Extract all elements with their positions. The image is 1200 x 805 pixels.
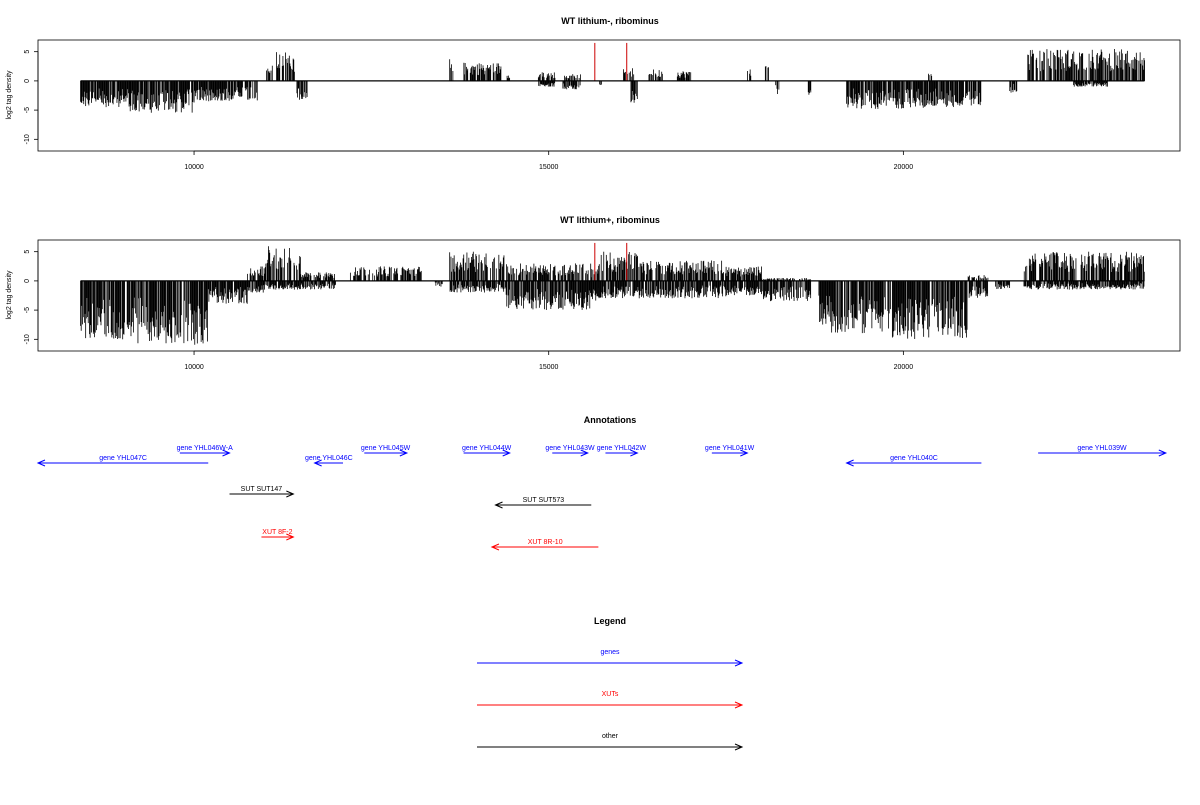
x-tick-label: 20000: [894, 164, 914, 171]
feature-label: gene YHL044W: [462, 445, 512, 452]
feature-label: XUT 8F-2: [262, 529, 292, 536]
feature: gene YHL039W: [1038, 445, 1168, 457]
panel-title: WT lithium+, ribominus: [560, 215, 660, 225]
legend-title: Legend: [594, 616, 626, 626]
legend-label: genes: [600, 649, 620, 656]
y-tick-label: -10: [24, 134, 31, 144]
arrow-head: [36, 459, 46, 467]
feature: gene YHL043W: [545, 445, 595, 457]
arrow-head: [222, 449, 231, 457]
x-tick-label: 15000: [539, 164, 559, 171]
arrow-head: [845, 459, 854, 467]
feature-label: gene YHL046W-A: [177, 445, 233, 452]
feature-label: gene YHL046C: [305, 455, 353, 462]
arrow-head: [580, 449, 589, 457]
arrow-head: [1158, 449, 1168, 457]
track-panel-lithium-minus: WT lithium-, ribominus log2 tag density …: [6, 16, 1181, 171]
arrow-head: [630, 449, 639, 457]
panel-title: WT lithium-, ribominus: [561, 16, 659, 26]
y-tick-label: 0: [24, 79, 31, 83]
legend-label: XUTs: [602, 691, 619, 698]
y-tick-label: 0: [24, 279, 31, 283]
arrow-head: [740, 449, 749, 457]
y-tick-label: -5: [24, 107, 31, 113]
feature-label: gene YHL040C: [890, 455, 938, 462]
arrow-head: [490, 543, 500, 551]
feature-label: gene YHL042W: [597, 445, 647, 452]
feature: XUT 8F-2: [261, 529, 295, 541]
x-axis: 10000 15000 20000: [184, 350, 914, 371]
arrow-head: [734, 701, 744, 709]
y-tick-label: 5: [24, 50, 31, 54]
feature: gene YHL041W: [705, 445, 755, 457]
feature: gene YHL040C: [845, 455, 982, 467]
plot-frame: [37, 239, 1181, 352]
arrow-head: [734, 743, 744, 751]
feature-label: SUT SUT573: [523, 497, 565, 504]
signal-bars: [80, 246, 1145, 345]
legend-entries: genes XUTs other: [477, 649, 744, 751]
feature-list: gene YHL047C gene YHL046W-A gene YHL046C ge…: [36, 445, 1168, 551]
feature: gene YHL046W-A: [177, 445, 233, 457]
feature: gene YHL042W: [597, 445, 647, 457]
x-axis: 10000 15000 20000: [184, 150, 914, 171]
y-tick-label: -5: [24, 307, 31, 313]
feature: SUT SUT147: [229, 486, 295, 498]
legend-entry: other: [477, 733, 744, 751]
arrow-head: [399, 449, 409, 457]
feature-label: gene YHL039W: [1077, 445, 1127, 452]
y-tick-label: -10: [24, 334, 31, 344]
track-panel-lithium-plus: WT lithium+, ribominus log2 tag density …: [6, 215, 1181, 371]
legend: Legend genes XUTs other: [477, 616, 744, 751]
feature-label: gene YHL041W: [705, 445, 755, 452]
arrow-head: [286, 490, 295, 498]
feature: gene YHL047C: [36, 455, 209, 467]
annotations-title: Annotations: [584, 415, 637, 425]
highlight-bars: [594, 42, 628, 81]
feature-label: gene YHL043W: [545, 445, 595, 452]
y-axis-label: log2 tag density: [6, 270, 13, 320]
feature-label: gene YHL047C: [99, 455, 147, 462]
arrow-head: [734, 659, 744, 667]
x-tick-label: 20000: [894, 364, 914, 371]
legend-label: other: [602, 733, 619, 740]
y-tick-label: 5: [24, 250, 31, 254]
arrow-head: [502, 449, 511, 457]
feature: gene YHL045W: [361, 445, 411, 457]
feature-label: gene YHL045W: [361, 445, 411, 452]
feature: gene YHL044W: [462, 445, 512, 457]
y-axis: 5 0 -5 -10: [24, 250, 39, 344]
feature: SUT SUT573: [494, 497, 592, 509]
feature: XUT 8R-10: [490, 539, 599, 551]
arrow-head: [286, 533, 295, 541]
plot-frame: [37, 39, 1181, 152]
feature-label: XUT 8R-10: [528, 539, 563, 546]
y-axis: 5 0 -5 -10: [24, 50, 39, 144]
x-tick-label: 10000: [184, 364, 204, 371]
legend-entry: XUTs: [477, 691, 744, 709]
highlight-bars: [594, 242, 628, 281]
feature: gene YHL046C: [305, 455, 353, 467]
signal-bars: [80, 48, 1146, 113]
arrow-head: [313, 459, 322, 467]
arrow-head: [494, 501, 503, 509]
x-tick-label: 10000: [184, 164, 204, 171]
x-tick-label: 15000: [539, 364, 559, 371]
y-axis-label: log2 tag density: [6, 70, 13, 120]
legend-entry: genes: [477, 649, 744, 667]
feature-label: SUT SUT147: [241, 486, 283, 493]
